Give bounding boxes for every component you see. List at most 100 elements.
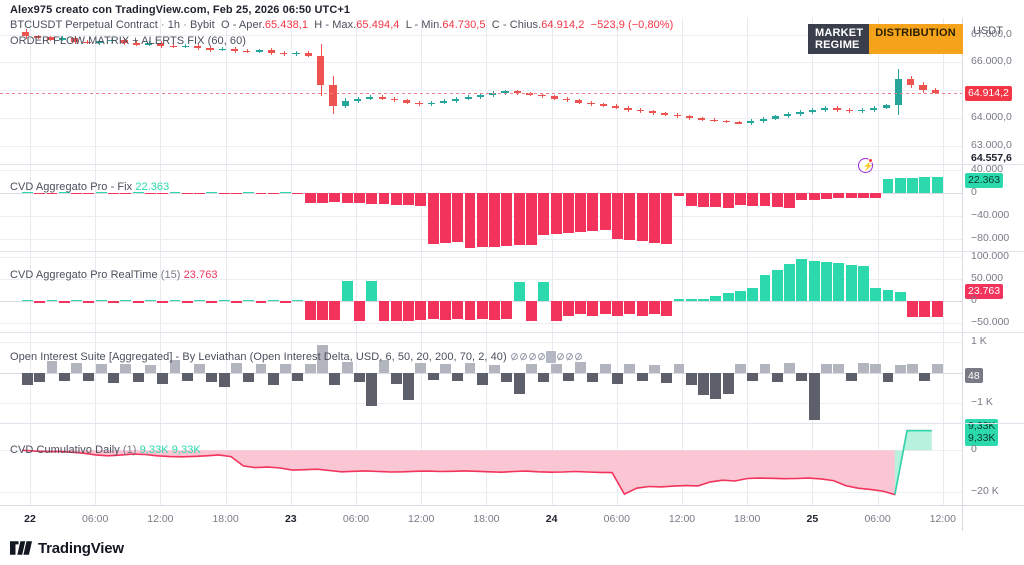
legend-open-interest[interactable]: Open Interest Suite [Aggregated] - By Le… bbox=[10, 351, 583, 363]
candle-body bbox=[144, 43, 153, 45]
settings-chip[interactable] bbox=[545, 351, 556, 363]
legend-cvd-agg-fix[interactable]: CVD Aggregato Pro - Fix 22.363 bbox=[10, 181, 169, 193]
histogram-bar bbox=[759, 274, 771, 302]
candle-body bbox=[735, 122, 743, 124]
candle-body bbox=[83, 41, 91, 44]
price-axis[interactable]: USDT 67.000,0 66.000,0 64.914,2 64.000,0 63.… bbox=[962, 18, 1024, 505]
candle-body bbox=[280, 52, 288, 55]
histogram-bar bbox=[83, 192, 95, 195]
candle-body bbox=[157, 43, 165, 46]
histogram-bar bbox=[673, 299, 685, 302]
time-axis-divider bbox=[962, 506, 963, 531]
settings-circle-icon-7[interactable] bbox=[575, 353, 582, 360]
market-regime-badge: MARKET REGIME DISTRIBUTION bbox=[808, 24, 963, 54]
pane-separator[interactable] bbox=[0, 164, 962, 165]
histogram-bar bbox=[882, 372, 894, 382]
candle-body bbox=[194, 45, 202, 49]
cvd-cumulativo-area bbox=[21, 429, 932, 496]
candle-body bbox=[882, 105, 890, 108]
settings-circle-icon-5[interactable] bbox=[557, 353, 564, 360]
histogram-bar bbox=[894, 364, 906, 373]
histogram-bar bbox=[390, 192, 402, 205]
grid-line-vertical bbox=[95, 18, 97, 505]
histogram-bar bbox=[390, 372, 402, 385]
histogram-bar bbox=[747, 192, 759, 206]
legend-open-key: O - Aper. bbox=[220, 19, 265, 31]
axis-tick-cvdcum-0: 0 bbox=[971, 443, 977, 456]
cvdcum-value-badge[interactable]: 9,33K bbox=[965, 430, 999, 446]
grid-line-vertical bbox=[30, 18, 31, 505]
histogram-bar bbox=[747, 372, 759, 381]
histogram-bar bbox=[255, 364, 267, 373]
histogram-bar bbox=[931, 363, 943, 373]
candle-body bbox=[71, 38, 79, 42]
histogram-bar bbox=[685, 192, 697, 206]
candle-body bbox=[538, 94, 546, 97]
candle-body bbox=[169, 45, 177, 48]
cvdrt-value-badge[interactable]: 23.763 bbox=[965, 283, 1004, 299]
legend-low-value: 64.730,5 bbox=[442, 19, 486, 31]
histogram-bar bbox=[808, 372, 820, 420]
histogram-bar bbox=[784, 264, 796, 302]
legend-order-flow-matrix[interactable]: ORDER FLOW MATRIX + ALERTS FIX (60, 60) bbox=[10, 35, 246, 47]
histogram-bar bbox=[255, 192, 267, 195]
histogram-bar bbox=[144, 364, 156, 373]
grid-line-horizontal bbox=[0, 403, 962, 405]
cvdfix-value-badge[interactable]: 22.363 bbox=[965, 172, 1004, 188]
time-tick-label: 22 bbox=[24, 513, 36, 525]
time-tick-label: 06:00 bbox=[82, 513, 109, 525]
candle-body bbox=[439, 100, 448, 103]
legend-cvd-cumulativo-params: (1) bbox=[122, 444, 137, 456]
settings-circle-icon-2[interactable] bbox=[519, 353, 527, 360]
histogram-bar bbox=[317, 345, 328, 373]
histogram-bar bbox=[415, 301, 427, 320]
settings-circle-icon-1[interactable] bbox=[510, 353, 518, 360]
histogram-bar bbox=[230, 362, 242, 373]
candle-body bbox=[648, 111, 657, 114]
histogram-bar bbox=[46, 361, 58, 373]
pane-separator[interactable] bbox=[0, 423, 962, 424]
grid-line-horizontal bbox=[0, 169, 962, 171]
legend-cvd-cumulativo[interactable]: CVD Cumulativo Daily (1) 9,33K 9,33K bbox=[10, 444, 201, 456]
candle-body bbox=[22, 31, 30, 37]
legend-low-key: L - Min. bbox=[405, 19, 443, 31]
histogram-bar bbox=[808, 260, 820, 302]
histogram-bar bbox=[710, 192, 722, 208]
axis-tick-cvdrt-100000: 100.000 bbox=[971, 250, 1009, 263]
settings-circle-icon-6[interactable] bbox=[566, 353, 573, 360]
histogram-bar bbox=[169, 359, 181, 373]
time-tick-label: 23 bbox=[284, 513, 297, 525]
histogram-bar bbox=[919, 301, 931, 318]
grid-line-horizontal bbox=[0, 492, 962, 494]
watermark-text: Alex975 creato con TradingView.com, Feb … bbox=[10, 4, 351, 16]
histogram-bar bbox=[206, 191, 218, 193]
settings-circle-icon-3[interactable] bbox=[528, 353, 536, 360]
histogram-bar bbox=[796, 259, 808, 302]
histogram-bar bbox=[882, 289, 894, 302]
candle-body bbox=[403, 100, 411, 103]
settings-circle-icon-4[interactable] bbox=[537, 353, 545, 360]
candle-body bbox=[673, 114, 681, 117]
last-price-badge[interactable]: 64.914,2 bbox=[965, 85, 1012, 101]
histogram-bar bbox=[575, 362, 587, 373]
legend-price[interactable]: BTCUSDT Perpetual Contract · 1h · Bybit … bbox=[10, 19, 674, 31]
histogram-bar bbox=[144, 299, 156, 302]
histogram-bar bbox=[206, 372, 218, 382]
chart-plot-area[interactable]: MARKET REGIME DISTRIBUTION ⚡ BTCUSDT Per… bbox=[0, 18, 963, 505]
legend-cvd-agg-realtime[interactable]: CVD Aggregato Pro RealTime (15) 23.763 bbox=[10, 269, 218, 281]
time-axis[interactable]: 22 06:00 12:00 18:00 23 06:00 12:00 18:00 24 06:0… bbox=[0, 505, 1024, 531]
histogram-bar bbox=[796, 192, 808, 201]
candle-body bbox=[292, 52, 300, 55]
pane-separator[interactable] bbox=[0, 332, 962, 333]
histogram-bar bbox=[108, 192, 119, 195]
tradingview-logo-icon bbox=[10, 541, 32, 555]
histogram-bar bbox=[144, 192, 156, 195]
pane-separator[interactable] bbox=[0, 251, 962, 252]
histogram-bar bbox=[464, 301, 476, 320]
axis-tick-cvdrt-0: 0 bbox=[971, 294, 977, 307]
histogram-bar bbox=[919, 372, 931, 382]
lightning-alert-icon[interactable]: ⚡ bbox=[858, 158, 874, 173]
oi-value-badge[interactable]: 48 bbox=[965, 368, 983, 384]
histogram-bar bbox=[612, 301, 623, 317]
